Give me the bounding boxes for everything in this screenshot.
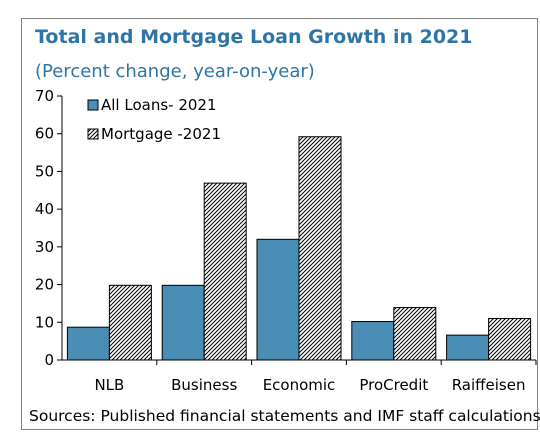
y-tick-label: 40 xyxy=(35,200,54,218)
y-tick-label: 60 xyxy=(35,125,54,143)
bar-mortgage xyxy=(488,318,532,361)
chart-subtitle: (Percent change, year-on-year) xyxy=(35,61,315,82)
y-tick-label: 50 xyxy=(35,162,54,180)
y-tick-label: 20 xyxy=(35,276,54,294)
chart-title: Total and Mortgage Loan Growth in 2021 xyxy=(35,26,473,48)
y-tick-label: 70 xyxy=(35,87,54,105)
chart-source: Sources: Published financial statements … xyxy=(29,407,540,425)
bar-all-loans xyxy=(161,284,205,361)
bar-mortgage xyxy=(203,182,247,361)
bar-mortgage xyxy=(298,136,342,361)
x-tick-label: Raiffeisen xyxy=(452,376,526,394)
bar-mortgage xyxy=(108,284,152,361)
y-tick-label: 10 xyxy=(35,313,54,331)
legend-swatch-mortgage xyxy=(87,128,99,140)
x-tick-label: ProCredit xyxy=(359,376,428,394)
legend-label-all-loans: All Loans- 2021 xyxy=(101,96,217,114)
bar-all-loans xyxy=(446,334,490,361)
x-tick-label: Economic xyxy=(263,376,336,394)
y-tick-label: 30 xyxy=(35,238,54,256)
bar-all-loans xyxy=(351,321,395,361)
bar-all-loans xyxy=(66,326,110,361)
legend-swatch-all-loans xyxy=(87,99,99,111)
legend-label-mortgage: Mortgage -2021 xyxy=(101,125,221,143)
chart-frame xyxy=(21,18,538,430)
x-tick-label: Business xyxy=(171,376,237,394)
x-tick-label: NLB xyxy=(94,376,124,394)
bar-all-loans xyxy=(256,238,300,361)
bar-mortgage xyxy=(393,307,437,361)
y-tick-label: 0 xyxy=(44,351,54,369)
